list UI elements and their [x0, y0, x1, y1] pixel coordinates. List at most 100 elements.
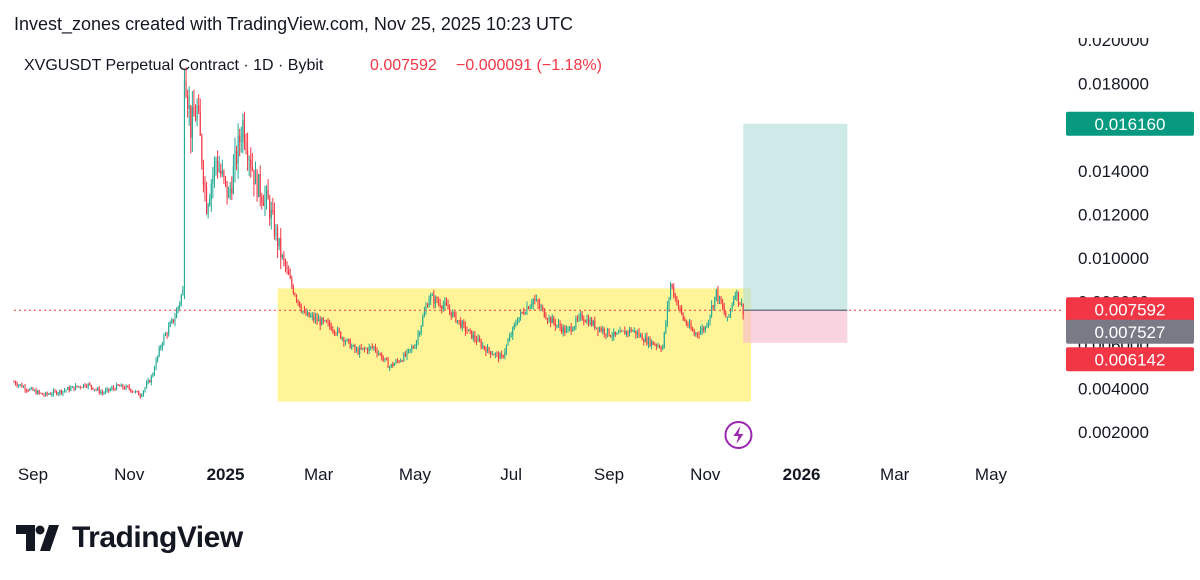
y-tick-label: 0.014000	[1078, 162, 1149, 181]
candle-body	[35, 390, 37, 395]
candle-body	[284, 260, 287, 267]
candle-body	[254, 171, 257, 185]
candle-body	[453, 312, 455, 314]
candle-body	[599, 328, 601, 332]
candle-body	[269, 199, 271, 219]
candle-body	[445, 301, 448, 305]
candle-body	[231, 188, 233, 194]
candle-body	[247, 150, 249, 160]
candle-body	[190, 105, 192, 138]
candle-body	[728, 314, 730, 317]
candle-body	[665, 322, 667, 333]
candle-body	[641, 334, 643, 341]
candle-body	[89, 383, 91, 385]
candle-body	[363, 348, 365, 349]
candle-body	[707, 320, 710, 327]
candle-body	[259, 174, 261, 197]
candle-body	[531, 304, 533, 307]
candle-body	[68, 387, 70, 391]
candle-body	[128, 386, 130, 389]
candle-body	[359, 347, 361, 354]
candle-body	[46, 392, 48, 395]
candle-body	[640, 334, 642, 337]
candle-body	[499, 354, 501, 359]
candle-body	[430, 295, 432, 300]
candle-body	[182, 288, 184, 296]
candle-body	[93, 389, 96, 391]
candle-body	[30, 388, 32, 389]
candle-body	[95, 389, 97, 391]
candle-body	[370, 346, 372, 348]
candle-body	[515, 323, 517, 325]
candle-body	[125, 385, 127, 389]
candle-body	[570, 326, 572, 332]
candle-body	[632, 330, 634, 332]
candle-body	[97, 388, 99, 390]
candle-body	[545, 316, 547, 319]
candle-body	[217, 160, 219, 172]
price-chart[interactable]: 0.0020000.0040000.0060000.0080000.010000…	[0, 31, 1200, 498]
candle-body	[504, 351, 506, 357]
candle-body	[381, 354, 383, 360]
candle-body	[112, 387, 114, 389]
candle-body	[561, 327, 563, 333]
last-price-badge-text: 0.007592	[1095, 300, 1166, 319]
candle-body	[235, 150, 238, 164]
candle-body	[60, 390, 62, 394]
candle-body	[509, 336, 511, 342]
candle-body	[281, 255, 283, 258]
candle-body	[379, 353, 381, 355]
candle-body	[130, 388, 132, 392]
candle-body	[291, 278, 293, 287]
candle-body	[378, 353, 380, 355]
candle-body	[139, 395, 141, 397]
x-tick-label: 2026	[783, 465, 821, 484]
candle-body	[87, 383, 89, 387]
candle-body	[613, 331, 615, 337]
overlay-layer	[14, 309, 1064, 449]
candle-body	[431, 295, 433, 296]
candle-body	[389, 366, 391, 368]
candle-body	[438, 301, 440, 304]
candle-body	[62, 390, 64, 394]
candle-body	[422, 317, 424, 326]
candle-body	[324, 320, 326, 322]
candle-body	[141, 394, 143, 397]
candle-body	[71, 386, 73, 388]
candle-body	[188, 105, 190, 109]
candle-body	[739, 302, 741, 305]
candle-body	[48, 394, 50, 395]
candle-body	[450, 311, 452, 317]
candle-body	[603, 328, 605, 334]
candle-body	[393, 363, 395, 366]
candle-body	[59, 390, 61, 394]
candle-body	[730, 308, 732, 315]
candle-body	[114, 388, 116, 390]
candle-body	[108, 388, 110, 391]
candle-body	[480, 341, 482, 348]
candle-body	[278, 238, 280, 247]
candle-body	[687, 324, 689, 327]
candle-body	[741, 303, 743, 305]
candle-body	[466, 331, 468, 332]
x-tick-label: Sep	[594, 465, 624, 484]
candle-body	[587, 318, 590, 326]
candle-body	[207, 205, 209, 214]
candle-body	[524, 313, 526, 315]
range-box	[277, 288, 752, 402]
candle-body	[280, 238, 282, 258]
candle-body	[253, 169, 255, 185]
x-tick-label: Nov	[690, 465, 721, 484]
candle-body	[564, 327, 566, 333]
candle-body	[576, 318, 579, 320]
candle-body	[548, 317, 550, 321]
candle-body	[442, 305, 444, 309]
candle-body	[242, 120, 244, 142]
candle-body	[668, 297, 670, 307]
candle-body	[150, 376, 152, 383]
candle-body	[294, 293, 296, 296]
candle-body	[535, 300, 537, 301]
lightning-bolt-icon	[724, 421, 753, 449]
candle-body	[709, 315, 711, 321]
candle-body	[67, 387, 69, 390]
